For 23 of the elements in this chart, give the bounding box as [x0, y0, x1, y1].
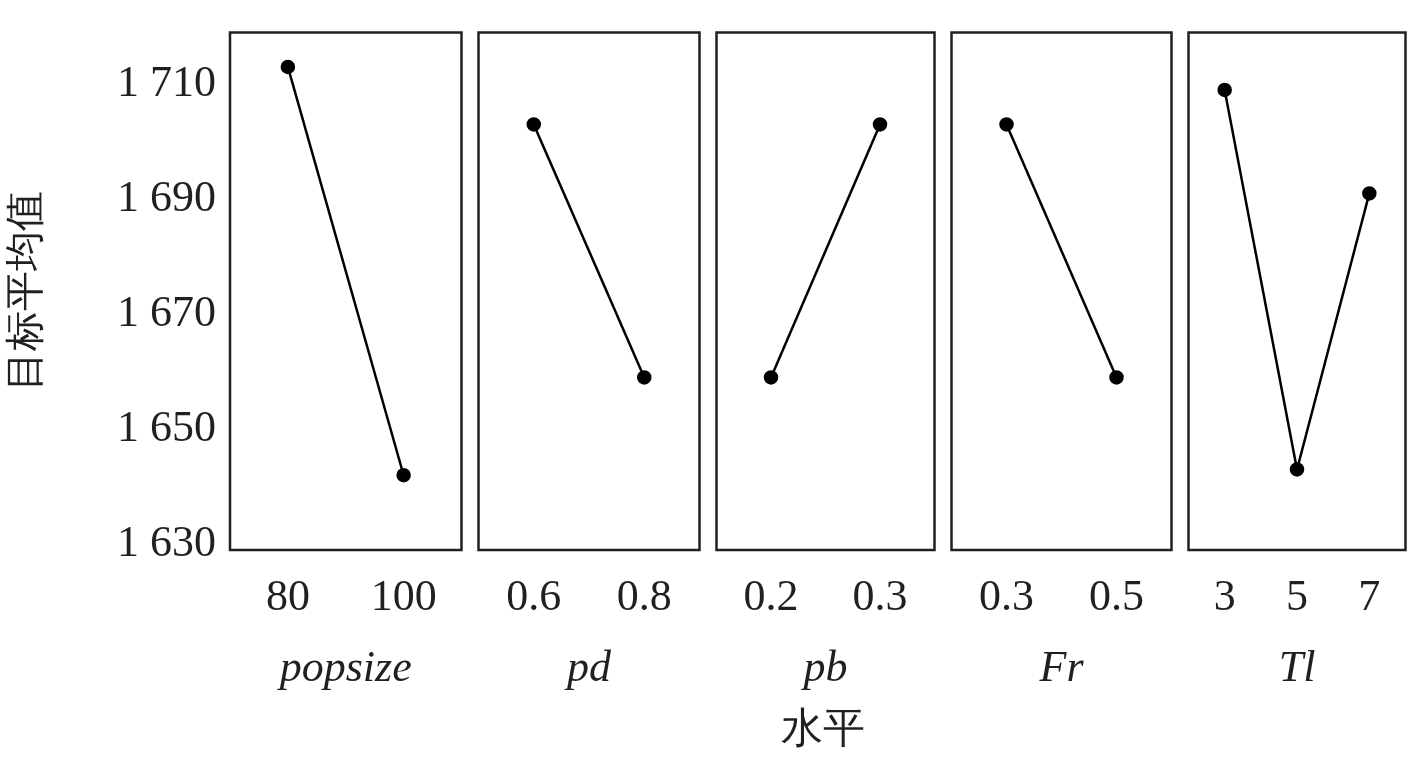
- x-tick-label: 3: [1213, 570, 1236, 620]
- x-axis-title: Tl: [1278, 642, 1316, 692]
- text: 水平: [781, 703, 865, 752]
- x-tick-label: 7: [1358, 570, 1381, 620]
- x-axis-title: Fr: [1038, 642, 1085, 692]
- x-tick-label: 100: [370, 570, 437, 620]
- y-axis-title: 目标平均值: [1, 191, 48, 392]
- x-tick-label: 0.8: [616, 570, 672, 620]
- y-tick-label: 1 630: [117, 516, 216, 566]
- x-tick-label: 5: [1286, 570, 1308, 620]
- x-axis-title: pd: [564, 642, 612, 692]
- x-tick-label: 0.3: [852, 570, 908, 620]
- y-tick-label: 1 650: [117, 401, 216, 451]
- x-tick-label: 0.5: [1089, 570, 1144, 620]
- y-tick-label: 1 710: [117, 56, 216, 106]
- x-tick-label: 0.6: [506, 570, 562, 620]
- x-tick-label: 80: [265, 570, 310, 620]
- y-tick-label: 1 690: [117, 171, 216, 221]
- x-tick-label: 0.2: [743, 570, 799, 620]
- x-tick-label: 0.3: [979, 570, 1034, 620]
- x-axis-title: popsize: [276, 642, 412, 692]
- y-tick-label: 1 670: [117, 286, 216, 336]
- x-axis-title: pb: [800, 642, 848, 692]
